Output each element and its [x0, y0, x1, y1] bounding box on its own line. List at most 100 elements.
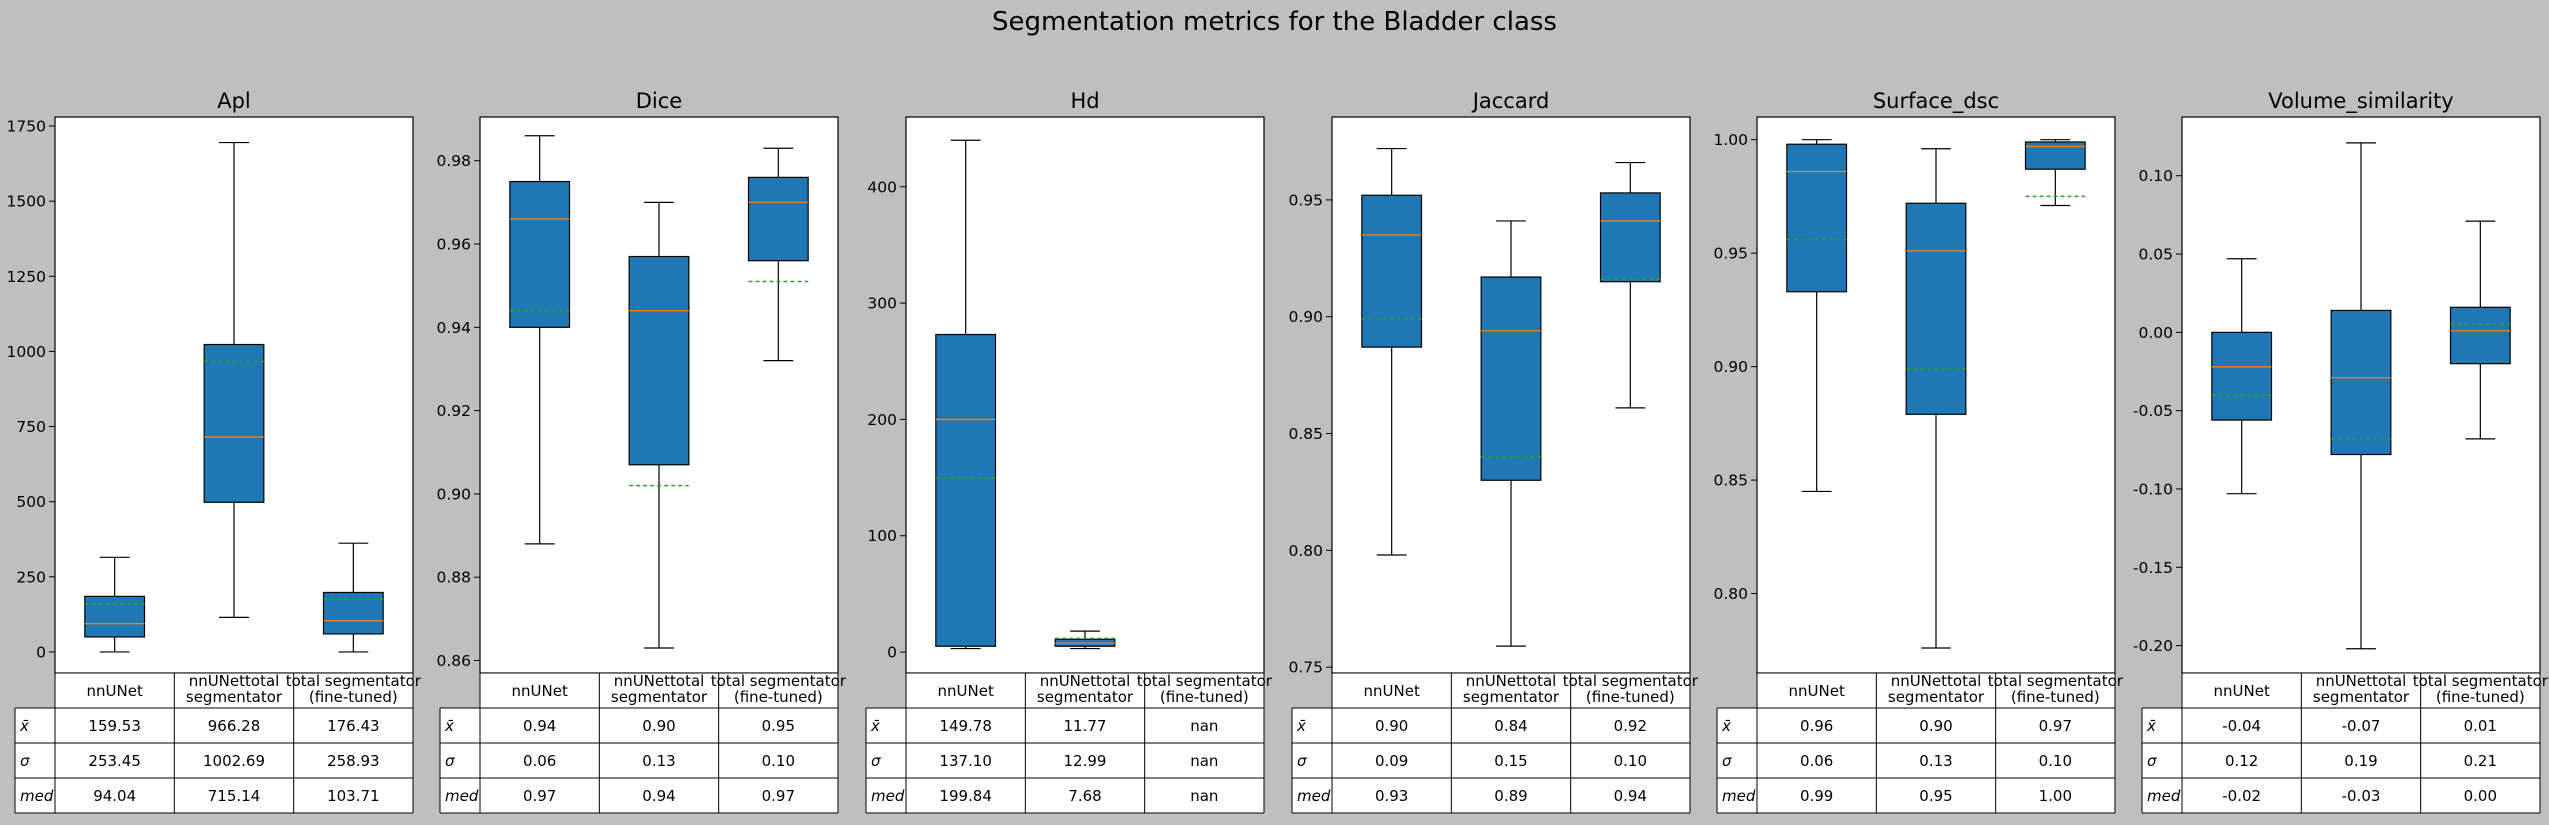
row-label: σ: [20, 752, 30, 770]
table-cell: 176.43: [327, 717, 380, 735]
y-tick-label: 0: [36, 643, 46, 661]
box-2: [1480, 220, 1542, 647]
row-label-bg: [1292, 708, 1332, 813]
row-label: σ: [445, 752, 455, 770]
y-tick-label: 1250: [7, 268, 46, 286]
row-label: x̄: [1721, 717, 1731, 735]
y-tick-label: 0.85: [1288, 425, 1323, 443]
y-tick-label: 0.10: [2138, 167, 2173, 185]
table-cell: nan: [1190, 717, 1218, 735]
box-2: [2330, 142, 2392, 650]
table-cell: 253.45: [88, 752, 141, 770]
box-2: [628, 201, 690, 649]
table-cell: 0.21: [2464, 752, 2497, 770]
table-cell: 0.96: [1800, 717, 1833, 735]
iqr-box: [628, 255, 690, 466]
y-tick-label: 0.96: [436, 236, 471, 254]
box-1: [84, 556, 146, 653]
column-header: nnUNet: [1364, 682, 1420, 700]
table-cell: 1002.69: [203, 752, 265, 770]
box-3: [1599, 161, 1661, 409]
column-header: total segmentator (fine-tuned): [711, 672, 847, 706]
table-cell: 0.89: [1494, 787, 1527, 805]
table-cell: 0.01: [2464, 717, 2497, 735]
y-tick-label: 500: [16, 493, 46, 511]
panel-title: Apl: [217, 89, 251, 113]
panel-title: Hd: [1070, 89, 1099, 113]
panel-title: Jaccard: [1471, 89, 1550, 113]
row-label: med: [2147, 787, 2181, 805]
iqr-box: [1599, 192, 1661, 283]
table-cell: 7.68: [1068, 787, 1101, 805]
table-cell: 0.09: [1375, 752, 1408, 770]
table-cell: 94.04: [93, 787, 136, 805]
box-3: [747, 147, 809, 362]
panel-hd: Hd 0 100 200 300 400 nnUNet nnUNettotal segmenta…: [865, 89, 1273, 814]
table-cell: 0.19: [2344, 752, 2377, 770]
table-cell: 0.95: [762, 717, 795, 735]
y-tick-label: 0.90: [1713, 358, 1748, 376]
table-cell: 137.10: [939, 752, 992, 770]
y-tick-label: 1750: [7, 118, 46, 136]
table-cell: nan: [1190, 752, 1218, 770]
table-cell: 12.99: [1064, 752, 1107, 770]
row-label: σ: [1722, 752, 1732, 770]
column-header: nnUNettotal segmentator: [2313, 672, 2410, 706]
table-cell: -0.02: [2222, 787, 2261, 805]
row-label: x̄: [870, 717, 880, 735]
panel-apl: Apl02505007501000125015001750nnUNetnnUNe…: [7, 89, 422, 814]
y-tick-label: 0.94: [436, 319, 471, 337]
table-cell: 0.90: [1375, 717, 1408, 735]
table-cell: 0.92: [1614, 717, 1647, 735]
y-tick-label: 100: [867, 527, 897, 545]
table-cell: 0.00: [2464, 787, 2497, 805]
row-label-bg: [1717, 708, 1757, 813]
table-cell: 0.84: [1494, 717, 1527, 735]
box-2: [1054, 630, 1116, 650]
table-cell: 0.12: [2225, 752, 2258, 770]
y-tick-label: 0.00: [2138, 324, 2173, 342]
row-label: med: [1297, 787, 1331, 805]
table-cell: 966.28: [208, 717, 261, 735]
column-header: nnUNet: [87, 682, 143, 700]
table-cell: 0.06: [1800, 752, 1833, 770]
table-cell: 0.93: [1375, 787, 1408, 805]
iqr-box: [747, 176, 809, 262]
y-tick-label: -0.05: [2133, 402, 2173, 420]
table-cell: 0.15: [1494, 752, 1527, 770]
table-cell: 1.00: [2039, 787, 2072, 805]
y-tick-label: -0.15: [2133, 559, 2173, 577]
column-header: nnUNettotal segmentator: [1037, 672, 1134, 706]
y-tick-label: 1000: [7, 343, 46, 361]
figure-title: Segmentation metrics for the Bladder cla…: [992, 7, 1557, 37]
iqr-box: [1480, 276, 1542, 481]
row-label: x̄: [2146, 717, 2156, 735]
table-cell: -0.07: [2342, 717, 2381, 735]
table-cell: 0.13: [642, 752, 675, 770]
box-3: [2024, 139, 2086, 207]
y-tick-label: 0.95: [1713, 245, 1748, 263]
column-header: nnUNettotal segmentator: [1888, 672, 1985, 706]
iqr-box: [2211, 331, 2273, 421]
box-2: [203, 141, 265, 619]
table-cell: 11.77: [1064, 717, 1107, 735]
box-3: [322, 542, 384, 653]
iqr-box: [2449, 306, 2511, 365]
panels: Apl02505007501000125015001750nnUNetnnUNe…: [7, 89, 2549, 814]
row-label: σ: [2147, 752, 2157, 770]
column-header: nnUNet: [938, 682, 994, 700]
y-tick-label: 0.86: [436, 652, 471, 670]
column-header: nnUNettotal segmentator: [186, 672, 283, 706]
column-header: nnUNet: [512, 682, 568, 700]
y-tick-label: 0.92: [436, 402, 471, 420]
table-cell: 0.94: [642, 787, 675, 805]
panel-title: Dice: [636, 89, 682, 113]
table-cell: 258.93: [327, 752, 380, 770]
table-cell: 0.97: [523, 787, 556, 805]
column-header: total segmentator (fine-tuned): [2413, 672, 2549, 706]
table-cell: 0.94: [1614, 787, 1647, 805]
table-cell: 0.95: [1919, 787, 1952, 805]
column-header: nnUNet: [1789, 682, 1845, 700]
